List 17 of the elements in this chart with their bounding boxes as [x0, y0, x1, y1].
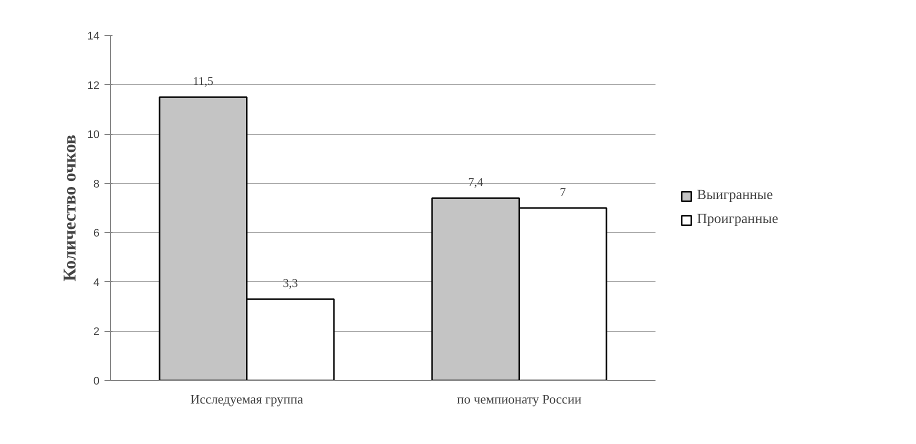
legend-label: Выигранные [697, 188, 773, 204]
y-tick-label: 0 [93, 376, 100, 388]
y-axis-title: Количество очков [59, 134, 80, 282]
y-tick-label: 14 [87, 30, 100, 42]
data-label: 11,5 [192, 74, 214, 88]
y-tick-label: 8 [93, 178, 100, 190]
data-label: 3,3 [282, 276, 298, 290]
data-label: 7,4 [468, 175, 484, 190]
y-tick-label: 4 [93, 276, 100, 289]
x-tick-label: Исследуемая группа [190, 392, 304, 406]
y-tick-label: 10 [87, 129, 100, 142]
y-tick-label: 12 [87, 80, 100, 92]
x-tick-label: по чемпионату России [457, 392, 582, 406]
legend-label: Проигранные [697, 212, 778, 228]
y-tick-label: 6 [93, 228, 100, 240]
y-tick-label: 2 [93, 326, 100, 338]
data-label: 7 [560, 185, 566, 199]
